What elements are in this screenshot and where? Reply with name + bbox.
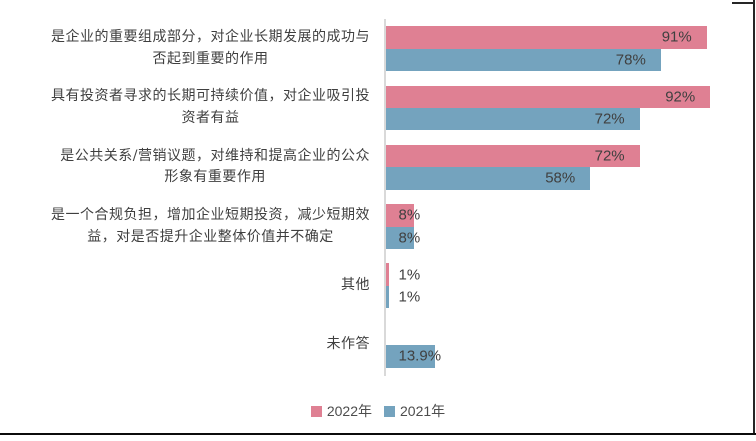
bar-slot: 92%	[385, 85, 756, 108]
legend-item-2022: 2022年	[310, 401, 372, 421]
bar-slot: 8%	[385, 226, 756, 249]
bars-container: 92% 72%	[377, 78, 756, 137]
category-label: 具有投资者寻求的长期可持续价值，对企业吸引投 资者有益	[51, 88, 370, 126]
bar-2021年	[385, 285, 390, 309]
category-group: 未作答 13.9%	[0, 315, 756, 374]
value-label: 72%	[594, 147, 625, 165]
bar-2022年	[385, 26, 707, 49]
bar-slot: 91%	[385, 26, 756, 49]
legend-swatch-2021-icon	[384, 405, 395, 417]
value-label: 1%	[398, 288, 421, 306]
category-label: 是公共关系/营销议题，对维持和提高企业的公众 形象有重要作用	[60, 147, 370, 186]
category-label: 其他	[341, 277, 370, 294]
bar-slot: 78%	[385, 48, 756, 72]
bar-2022年	[385, 144, 640, 168]
bar-2021年	[385, 226, 414, 249]
category-axis-line	[384, 19, 386, 376]
bar-2021年	[385, 345, 435, 368]
table-border-bottom	[0, 433, 756, 435]
bar-slot: 58%	[385, 167, 756, 190]
bar-2021年	[385, 107, 640, 131]
bar-2022年	[385, 263, 390, 286]
bar-slot: 1%	[385, 263, 756, 286]
bar-2021年	[385, 48, 661, 72]
legend-label-2021: 2021年	[400, 403, 446, 419]
value-label: 58%	[545, 169, 576, 187]
value-label: 13.9%	[398, 347, 442, 365]
category-group: 是公共关系/营销议题，对维持和提高企业的公众 形象有重要作用 72% 58%	[0, 138, 756, 197]
category-label: 是一个合规负担，增加企业短期投资，减少短期效 益，对是否提升企业整体价值并不确定	[51, 207, 370, 245]
legend-swatch-2022-icon	[310, 405, 322, 417]
category-group: 是企业的重要组成部分，对企业长期发展的成功与 否起到重要的作用 91% 78%	[0, 19, 756, 78]
bar-2021年	[385, 167, 591, 190]
bars-container: 8% 8%	[377, 197, 756, 256]
bar-2022年	[385, 204, 414, 227]
category-label: 是企业的重要组成部分，对企业长期发展的成功与 否起到重要的作用	[51, 29, 370, 67]
value-label: 1%	[398, 266, 421, 284]
category-group: 是一个合规负担，增加企业短期投资，减少短期效 益，对是否提升企业整体价值并不确定…	[0, 197, 756, 256]
value-label: 78%	[615, 51, 646, 69]
bar-slot: 13.9%	[385, 345, 756, 368]
table-border-right	[753, 0, 755, 435]
bar-slot	[386, 323, 756, 345]
table-border-top-right	[732, 2, 755, 4]
bar-slot: 1%	[385, 285, 756, 309]
legend: 2022年 2021年	[0, 402, 756, 420]
bar-2022年	[385, 85, 711, 108]
plot-groups: 是企业的重要组成部分，对企业长期发展的成功与 否起到重要的作用 91% 78% 具有投…	[0, 19, 756, 375]
bar-slot: 72%	[385, 144, 756, 168]
value-label: 8%	[398, 229, 421, 247]
value-label: 91%	[661, 28, 692, 46]
bar-slot: 72%	[385, 107, 756, 131]
bar-slot: 8%	[385, 204, 756, 227]
category-group: 其他 1% 1%	[0, 256, 756, 315]
value-label: 92%	[665, 88, 696, 106]
legend-item-2021: 2021年	[384, 401, 445, 421]
bars-container: 13.9%	[377, 315, 756, 374]
value-label: 72%	[594, 110, 625, 128]
value-label: 8%	[398, 206, 421, 224]
bars-container: 1% 1%	[377, 256, 756, 315]
category-label: 未作答	[326, 336, 370, 353]
bars-container: 91% 78%	[377, 19, 756, 78]
category-group: 具有投资者寻求的长期可持续价值，对企业吸引投 资者有益 92% 72%	[0, 78, 756, 137]
legend-label-2022: 2022年	[326, 403, 372, 419]
bars-container: 72% 58%	[377, 138, 756, 197]
